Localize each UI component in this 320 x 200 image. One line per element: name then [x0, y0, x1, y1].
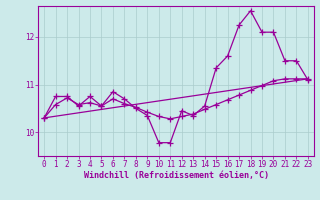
X-axis label: Windchill (Refroidissement éolien,°C): Windchill (Refroidissement éolien,°C) [84, 171, 268, 180]
